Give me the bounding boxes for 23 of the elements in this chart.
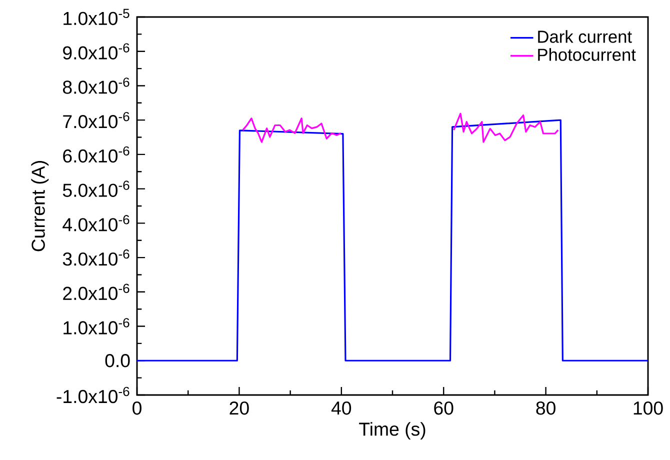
y-tick-label: 9.0x10$^{-6}$: [63, 43, 130, 60]
legend-label: Photocurrent: [538, 48, 636, 61]
y-tick-label: 2.0x10$^{-6}$: [63, 284, 130, 300]
x-tick-label: 20: [230, 401, 249, 415]
x-tick-label: 100: [634, 401, 663, 415]
y-tick-label: 0.0: [105, 354, 130, 368]
x-tick-label: 60: [434, 401, 454, 415]
y-tick-label: 6.0x10$^{-6}$: [63, 146, 130, 163]
y-tick-label: -1.0x10$^{-6}$: [56, 386, 130, 404]
x-tick-label: 80: [536, 401, 556, 415]
x-tick-label: 0: [132, 401, 142, 415]
y-tick-label: 5.0x10$^{-6}$: [62, 180, 130, 197]
y-axis-title: Current (A): [31, 161, 49, 252]
line-series: [137, 119, 648, 362]
x-axis-title: Time (s): [359, 422, 426, 440]
legend-label: Dark current: [538, 30, 632, 43]
y-tick-label: 3.0x10$^{-6}$: [62, 249, 130, 266]
y-tick-label: 1.0x10$^{-5}$: [64, 8, 130, 26]
y-tick-label: 7.0x10$^{-6}$: [63, 112, 130, 128]
y-tick-label: 8.0x10$^{-6}$: [63, 78, 130, 94]
y-tick-label: 1.0x10$^{-6}$: [64, 318, 130, 334]
x-tick-label: 40: [331, 401, 352, 415]
y-tick-label: 4.0x10$^{-6}$: [62, 215, 130, 232]
